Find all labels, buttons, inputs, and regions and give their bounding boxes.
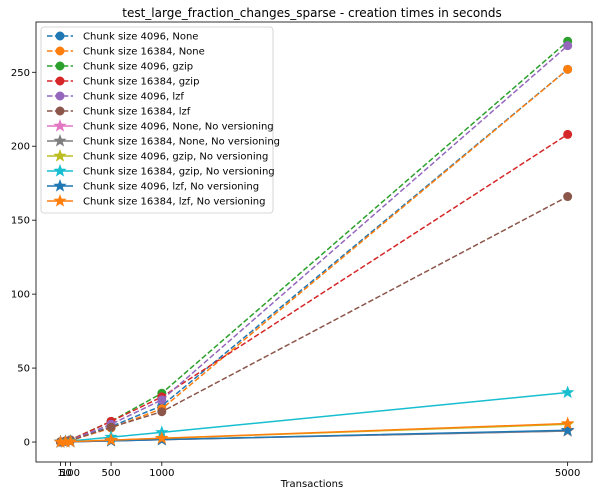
data-point (106, 422, 116, 432)
legend-entry: Chunk size 16384, lzf (47, 106, 191, 118)
data-point (560, 385, 575, 399)
plot-frame (35, 21, 593, 463)
x-tick-label: 50 (59, 468, 72, 479)
legend-entry: Chunk size 4096, lzf (47, 91, 184, 103)
legend-box (40, 26, 274, 214)
legend-marker (53, 134, 67, 147)
chart-title: test_large_fraction_changes_sparse - cre… (122, 6, 502, 20)
legend-label: Chunk size 4096, gzip (83, 62, 193, 73)
x-tick-label: 1 (57, 468, 63, 479)
legend-entry: Chunk size 4096, None, No versioning (47, 119, 274, 133)
x-tick-label: 1000 (149, 468, 174, 479)
y-tick-label: 150 (11, 216, 30, 227)
data-point (155, 431, 169, 444)
data-point (157, 395, 167, 405)
legend-marker (55, 31, 65, 41)
x-tick-label: 100 (61, 468, 80, 479)
legend-label: Chunk size 16384, lzf, No versioning (83, 197, 265, 208)
legend-entry: Chunk size 16384, lzf, No versioning (47, 194, 265, 208)
data-point (563, 129, 573, 139)
legend-label: Chunk size 4096, gzip, No versioning (83, 152, 268, 163)
legend-marker (53, 194, 67, 207)
legend-entry: Chunk size 16384, gzip, No versioning (47, 164, 275, 178)
legend-label: Chunk size 4096, lzf, No versioning (83, 182, 259, 193)
legend-marker (53, 149, 67, 162)
y-tick-label: 200 (11, 142, 30, 153)
legend-label: Chunk size 4096, lzf (83, 92, 184, 103)
legend-entry: Chunk size 16384, gzip (47, 76, 199, 88)
legend-entry: Chunk size 16384, None (47, 46, 205, 58)
legend-label: Chunk size 16384, gzip, No versioning (83, 167, 275, 178)
legend-marker (55, 76, 65, 86)
data-point (104, 433, 118, 446)
legend-label: Chunk size 16384, lzf (83, 107, 191, 118)
legend-marker (55, 61, 65, 71)
legend-entry: Chunk size 4096, gzip, No versioning (47, 149, 268, 163)
x-axis-label: Transactions (280, 479, 343, 490)
data-point (560, 423, 575, 436)
legend-marker (53, 179, 67, 192)
legend-entry: Chunk size 4096, None (47, 31, 198, 43)
legend-label: Chunk size 4096, None, No versioning (83, 122, 274, 133)
data-point (563, 192, 573, 202)
y-tick-label: 100 (11, 290, 30, 301)
x-tick-label: 5000 (555, 468, 580, 479)
data-point (563, 41, 573, 51)
plot-area (53, 36, 575, 448)
legend-entry: Chunk size 4096, lzf, No versioning (47, 179, 259, 193)
data-point (563, 64, 573, 74)
data-point (58, 434, 73, 448)
legend-marker (53, 164, 67, 177)
x-tick-label: 500 (102, 468, 121, 479)
legend-label: Chunk size 16384, gzip (83, 77, 199, 88)
y-tick-label: 50 (17, 364, 30, 375)
data-point (53, 435, 68, 448)
legend-marker (55, 46, 65, 56)
legend-label: Chunk size 4096, None (83, 32, 198, 43)
legend-marker (55, 106, 65, 116)
legend-marker (55, 91, 65, 101)
legend: Chunk size 4096, None Chunk size 16384, N… (40, 26, 280, 214)
legend-label: Chunk size 16384, None (83, 47, 205, 58)
y-tick-label: 250 (11, 68, 30, 79)
legend-entry: Chunk size 16384, None, No versioning (47, 134, 280, 148)
legend-label: Chunk size 16384, None, No versioning (83, 137, 280, 148)
y-tick-label: 0 (24, 438, 30, 449)
legend-entry: Chunk size 4096, gzip (47, 61, 193, 73)
data-point (63, 434, 78, 448)
data-point (560, 416, 575, 430)
legend-marker (53, 119, 67, 132)
data-point (157, 407, 167, 417)
series-chunk-size-16384-lzf-no-versioning (53, 416, 575, 448)
